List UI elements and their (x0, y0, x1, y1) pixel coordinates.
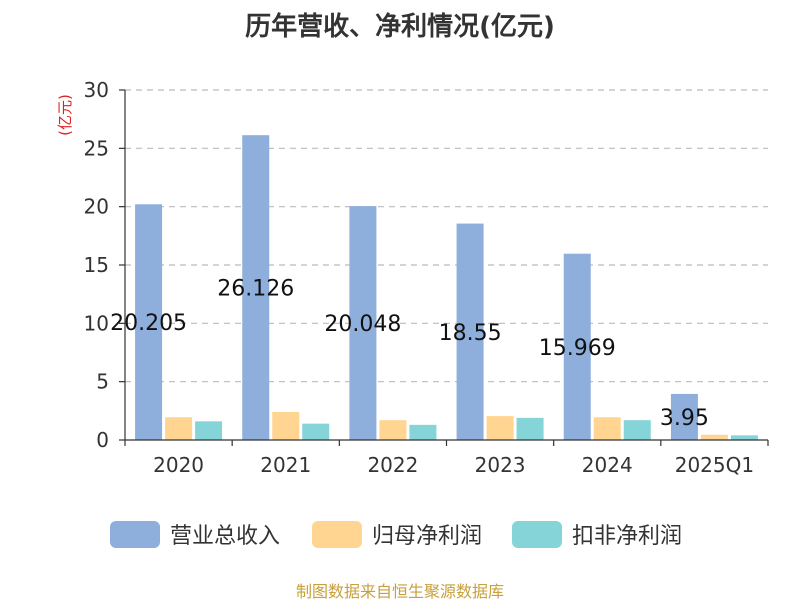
legend-item[interactable]: 扣非净利润 (512, 521, 682, 549)
bar (272, 412, 300, 440)
x-tick-label: 2022 (367, 453, 418, 477)
data-label: 20.048 (324, 312, 401, 337)
bar (349, 206, 377, 440)
y-tick-label: 25 (84, 136, 109, 160)
bar (593, 417, 621, 440)
bar (379, 420, 407, 440)
data-label: 26.126 (217, 277, 294, 302)
bar (135, 204, 163, 440)
bars (135, 135, 758, 441)
x-tick-label: 2023 (475, 453, 526, 477)
legend: 营业总收入 归母净利润 扣非净利润 (110, 521, 682, 549)
source-note: 制图数据来自恒生聚源数据库 (295, 582, 504, 601)
legend-swatch (312, 521, 362, 548)
legend-item[interactable]: 归母净利润 (312, 521, 482, 549)
y-tick-label: 0 (96, 428, 109, 452)
data-label: 15.969 (539, 336, 616, 361)
bar (165, 417, 193, 440)
data-label: 20.205 (110, 311, 187, 336)
bar (623, 420, 651, 440)
y-tick-label: 5 (96, 370, 109, 394)
y-tick-label: 30 (84, 78, 109, 102)
y-axis-label: (亿元) (56, 94, 74, 136)
legend-swatch (110, 521, 160, 548)
y-tick-label: 20 (84, 195, 109, 219)
x-tick-label: 2024 (582, 453, 633, 477)
bar (563, 253, 591, 440)
chart-title: 历年营收、净利情况(亿元) (245, 12, 555, 42)
bar (242, 135, 270, 441)
bar (409, 424, 437, 440)
x-tick-label: 2020 (153, 453, 204, 477)
legend-swatch (512, 521, 562, 548)
legend-label: 归母净利润 (372, 524, 482, 549)
axes: 0 5 10 15 20 25 30 (亿元) 2020 2021 2022 2023 2024 2025… (56, 78, 769, 477)
legend-item[interactable]: 营业总收入 (110, 521, 280, 549)
bar (730, 435, 758, 440)
bar (486, 416, 514, 440)
x-tick-label: 2021 (260, 453, 311, 477)
y-tick-label: 10 (84, 311, 109, 335)
data-labels: 20.205 26.126 20.048 18.55 15.969 3.95 (110, 277, 709, 431)
gridlines (125, 89, 768, 383)
bar (195, 421, 223, 440)
bar (700, 434, 728, 440)
y-tick-label: 15 (84, 253, 109, 277)
bar (302, 423, 330, 440)
bar (456, 223, 484, 440)
x-tick-label: 2025Q1 (675, 453, 754, 477)
legend-label: 扣非净利润 (572, 524, 682, 549)
data-label: 3.95 (660, 406, 709, 431)
bar (670, 393, 698, 440)
bar (516, 417, 544, 440)
legend-label: 营业总收入 (170, 524, 280, 549)
data-label: 18.55 (439, 321, 502, 346)
